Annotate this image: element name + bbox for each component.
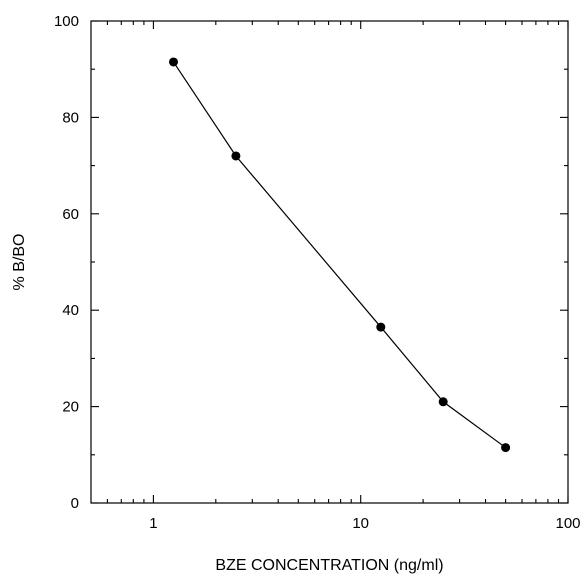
x-axis-title: BZE CONCENTRATION (ng/ml): [215, 557, 443, 574]
y-tick-label: 80: [62, 109, 79, 126]
data-point: [501, 443, 511, 453]
y-tick-label: 40: [62, 302, 79, 319]
data-point: [376, 322, 386, 332]
y-tick-label: 100: [54, 13, 79, 30]
series-line: [172, 61, 506, 449]
y-tick-label: 60: [62, 206, 79, 223]
x-tick-label: 1: [149, 515, 157, 532]
x-tick-label: 10: [352, 515, 369, 532]
x-tick-label: 100: [555, 515, 580, 532]
data-series: [168, 57, 511, 453]
data-point: [168, 57, 178, 67]
tick-marks: [91, 20, 569, 504]
data-point: [438, 397, 448, 407]
data-point: [231, 151, 241, 161]
y-tick-label: 20: [62, 399, 79, 416]
y-axis-title: % B/BO: [11, 234, 28, 291]
y-tick-label: 0: [71, 495, 79, 512]
plot-frame: [90, 20, 569, 504]
tick-labels: 0 20 40 60 80 100 1 10 100: [54, 13, 581, 532]
